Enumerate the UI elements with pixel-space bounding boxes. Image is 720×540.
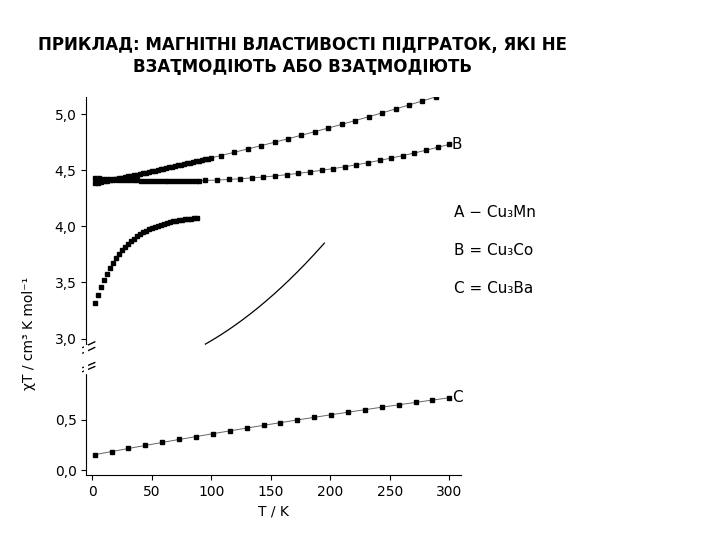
Text: χT / cm³ K mol⁻¹: χT / cm³ K mol⁻¹ — [22, 276, 36, 389]
Text: A: A — [0, 539, 1, 540]
Text: ПРИКЛАД: МАГНІТНІ ВЛАСТИВОСТІ ПІДГРАТОК, ЯКІ НЕ: ПРИКЛАД: МАГНІТНІ ВЛАСТИВОСТІ ПІДГРАТОК,… — [38, 36, 567, 54]
Text: C: C — [451, 390, 462, 405]
Text: A − Cu₃Mn: A − Cu₃Mn — [454, 205, 536, 220]
X-axis label: T / K: T / K — [258, 504, 289, 518]
Text: B: B — [451, 137, 462, 152]
Text: ВЗАҬМОДІЮТЬ АБО ВЗАҬМОДІЮТЬ: ВЗАҬМОДІЮТЬ АБО ВЗАҬМОДІЮТЬ — [133, 58, 472, 76]
Text: B = Cu₃Co: B = Cu₃Co — [454, 243, 533, 258]
Text: C = Cu₃Ba: C = Cu₃Ba — [454, 281, 533, 296]
